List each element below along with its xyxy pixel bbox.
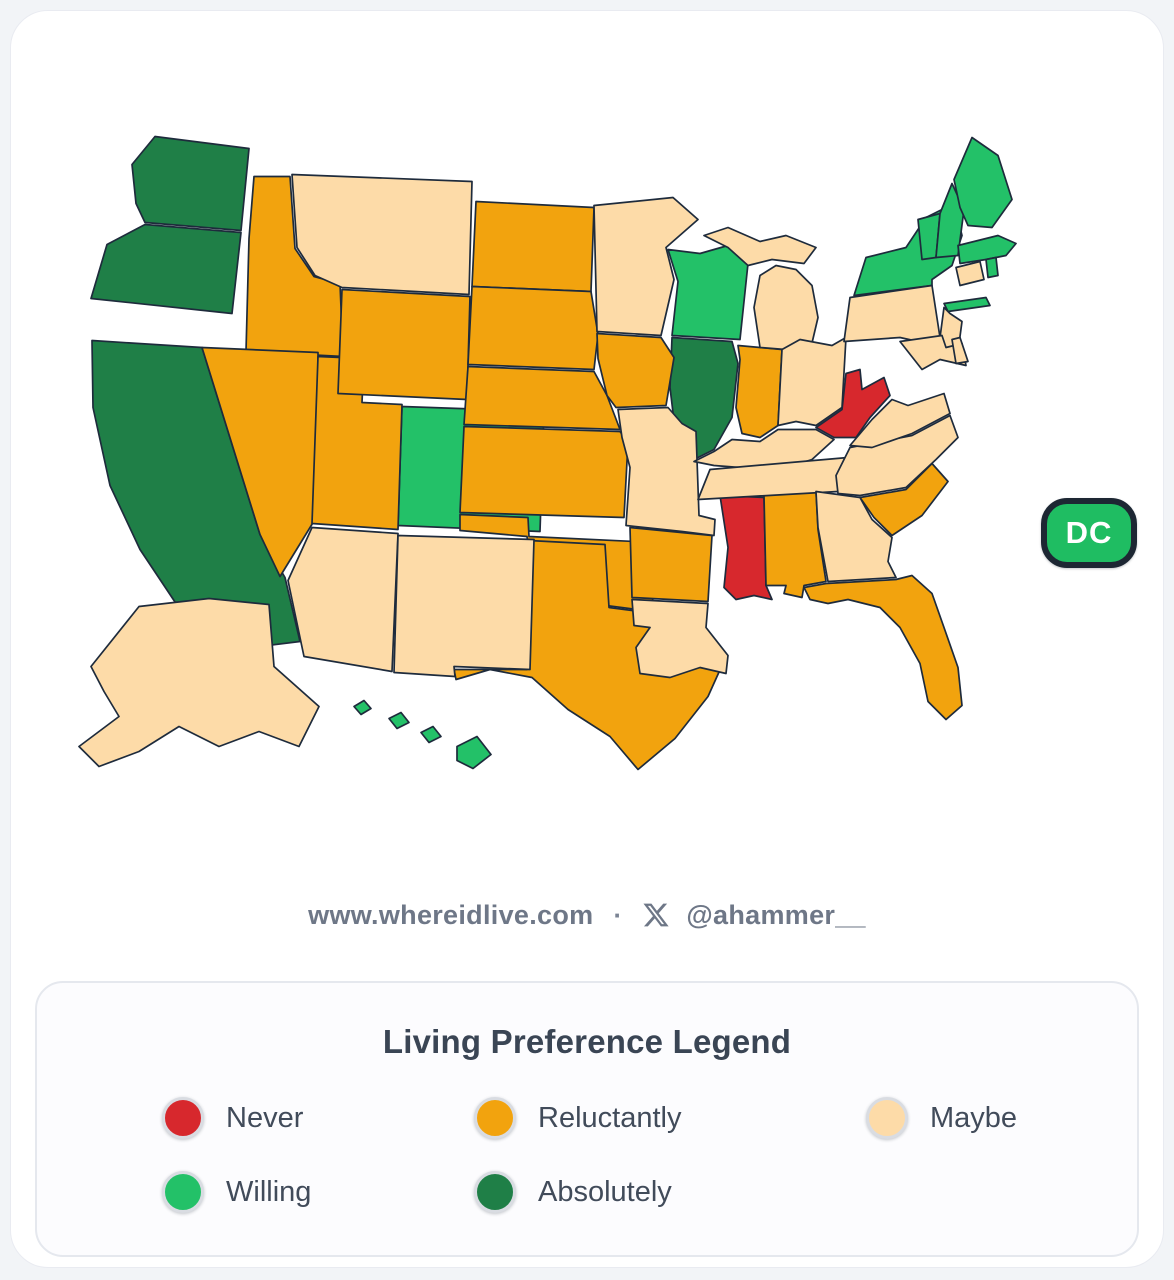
- author-handle: @ahammer__: [686, 899, 866, 930]
- state-MT: [291, 173, 473, 296]
- website-url: www.whereidlive.com: [308, 899, 594, 930]
- state-WY: [337, 288, 471, 401]
- state-IN: [735, 344, 783, 439]
- state-HI: [420, 725, 442, 744]
- legend-title: Living Preference Legend: [382, 1023, 792, 1060]
- legend-card: Living Preference Legend Never Reluctant…: [35, 981, 1139, 1257]
- state-MO: [617, 406, 716, 537]
- state-FL: [803, 574, 963, 721]
- state-NC: [835, 414, 959, 497]
- legend-item-reluctantly: Reluctantly: [474, 1097, 866, 1139]
- state-MI: [753, 264, 819, 353]
- state-AZ: [287, 526, 399, 673]
- state-HI: [353, 699, 372, 716]
- x-logo-icon: [642, 901, 670, 929]
- dot-separator: ·: [613, 899, 623, 930]
- legend-item-maybe: Maybe: [866, 1097, 1137, 1139]
- never-label: Never: [226, 1101, 304, 1134]
- absolutely-color-dot: [474, 1171, 516, 1213]
- dc-badge-label: DC: [1065, 515, 1113, 550]
- state-MN: [593, 196, 699, 337]
- dc-badge: DC: [1041, 498, 1137, 568]
- footer-attribution: www.whereidlive.com · @ahammer__: [11, 869, 1163, 961]
- infographic-card: DC www.whereidlive.com · @ahammer__ Livi…: [10, 10, 1164, 1268]
- maybe-label: Maybe: [930, 1101, 1018, 1134]
- state-NV: [201, 346, 319, 578]
- legend-item-absolutely: Absolutely: [474, 1171, 866, 1213]
- state-MA: [957, 234, 1017, 265]
- reluctantly-label: Reluctantly: [538, 1101, 682, 1134]
- us-choropleth-map: [78, 135, 1017, 771]
- state-KS: [459, 425, 629, 519]
- state-HI: [388, 711, 410, 730]
- state-CT: [955, 260, 985, 287]
- state-VA: [849, 392, 951, 449]
- state-OR: [90, 223, 242, 315]
- state-SD: [467, 285, 599, 371]
- state-IA: [596, 332, 675, 409]
- state-MI: [703, 226, 817, 267]
- absolutely-label: Absolutely: [538, 1175, 672, 1208]
- legend-item-never: Never: [162, 1097, 474, 1139]
- state-HI: [456, 735, 492, 770]
- state-WA: [131, 135, 250, 232]
- state-WI: [667, 244, 749, 341]
- willing-label: Willing: [226, 1175, 312, 1208]
- state-GA: [815, 490, 897, 583]
- state-LA: [631, 598, 729, 679]
- reluctantly-color-dot: [474, 1097, 516, 1139]
- state-WV: [815, 368, 891, 439]
- state-AK: [78, 597, 320, 768]
- legend-grid: Never Reluctantly Maybe Willing Absolute…: [37, 1097, 1137, 1255]
- state-SC: [859, 462, 949, 537]
- state-NM: [393, 534, 535, 678]
- never-color-dot: [162, 1097, 204, 1139]
- map-area: DC: [11, 11, 1163, 811]
- state-RI: [985, 256, 999, 279]
- state-AR: [629, 526, 713, 603]
- maybe-color-dot: [866, 1097, 908, 1139]
- state-NH: [935, 182, 965, 259]
- state-ND: [471, 200, 595, 293]
- state-NY: [943, 296, 991, 313]
- state-OH: [777, 336, 847, 427]
- state-NE: [463, 365, 621, 431]
- state-DE: [951, 336, 969, 365]
- willing-color-dot: [162, 1171, 204, 1213]
- state-ME: [953, 136, 1013, 229]
- legend-item-willing: Willing: [162, 1171, 474, 1213]
